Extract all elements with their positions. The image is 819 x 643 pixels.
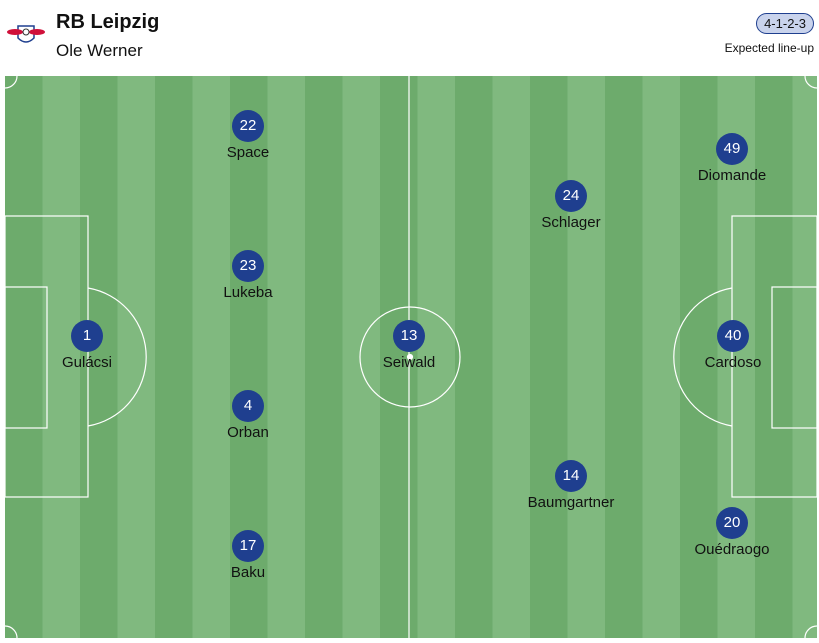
player-number: 20: [716, 507, 748, 543]
player-name: Cardoso: [704, 354, 762, 371]
team-name: RB Leipzig: [56, 11, 160, 33]
player[interactable]: 40 Cardoso: [673, 320, 793, 371]
player-name: Gulácsi: [61, 354, 113, 371]
player-number: 40: [717, 320, 749, 356]
player[interactable]: 49 Diomande: [672, 133, 792, 184]
player-name: Diomande: [697, 167, 767, 184]
player-number: 23: [232, 250, 264, 286]
pitch-markings: [5, 76, 817, 638]
player[interactable]: 23 Lukeba: [188, 250, 308, 301]
player-name: Baumgartner: [527, 494, 615, 511]
player-number: 1: [71, 320, 103, 356]
player-number: 22: [232, 110, 264, 146]
player-name: Space: [226, 144, 270, 161]
player-name: Orban: [227, 424, 269, 441]
player-number: 4: [232, 390, 264, 426]
player-number: 14: [555, 460, 587, 496]
player[interactable]: 22 Space: [188, 110, 308, 161]
player-name: Lukeba: [223, 284, 273, 301]
player-number: 49: [716, 133, 748, 169]
player[interactable]: 1 Gulácsi: [27, 320, 147, 371]
player-number: 13: [393, 320, 425, 356]
player-name: Schlager: [541, 214, 601, 231]
formation-badge: 4-1-2-3: [756, 13, 814, 34]
player-name: Seiwald: [382, 354, 436, 371]
coach-name: Ole Werner: [56, 41, 143, 60]
player[interactable]: 20 Ouédraogo: [672, 507, 792, 558]
player-name: Ouédraogo: [694, 541, 770, 558]
player[interactable]: 17 Baku: [188, 530, 308, 581]
player-number: 17: [232, 530, 264, 566]
player[interactable]: 4 Orban: [188, 390, 308, 441]
player-number: 24: [555, 180, 587, 216]
player[interactable]: 24 Schlager: [511, 180, 631, 231]
team-logo: [7, 25, 45, 43]
player-name: Baku: [230, 564, 266, 581]
lineup-label: Expected line-up: [724, 41, 814, 55]
pitch: [5, 76, 817, 638]
player[interactable]: 14 Baumgartner: [511, 460, 631, 511]
player[interactable]: 13 Seiwald: [349, 320, 469, 371]
